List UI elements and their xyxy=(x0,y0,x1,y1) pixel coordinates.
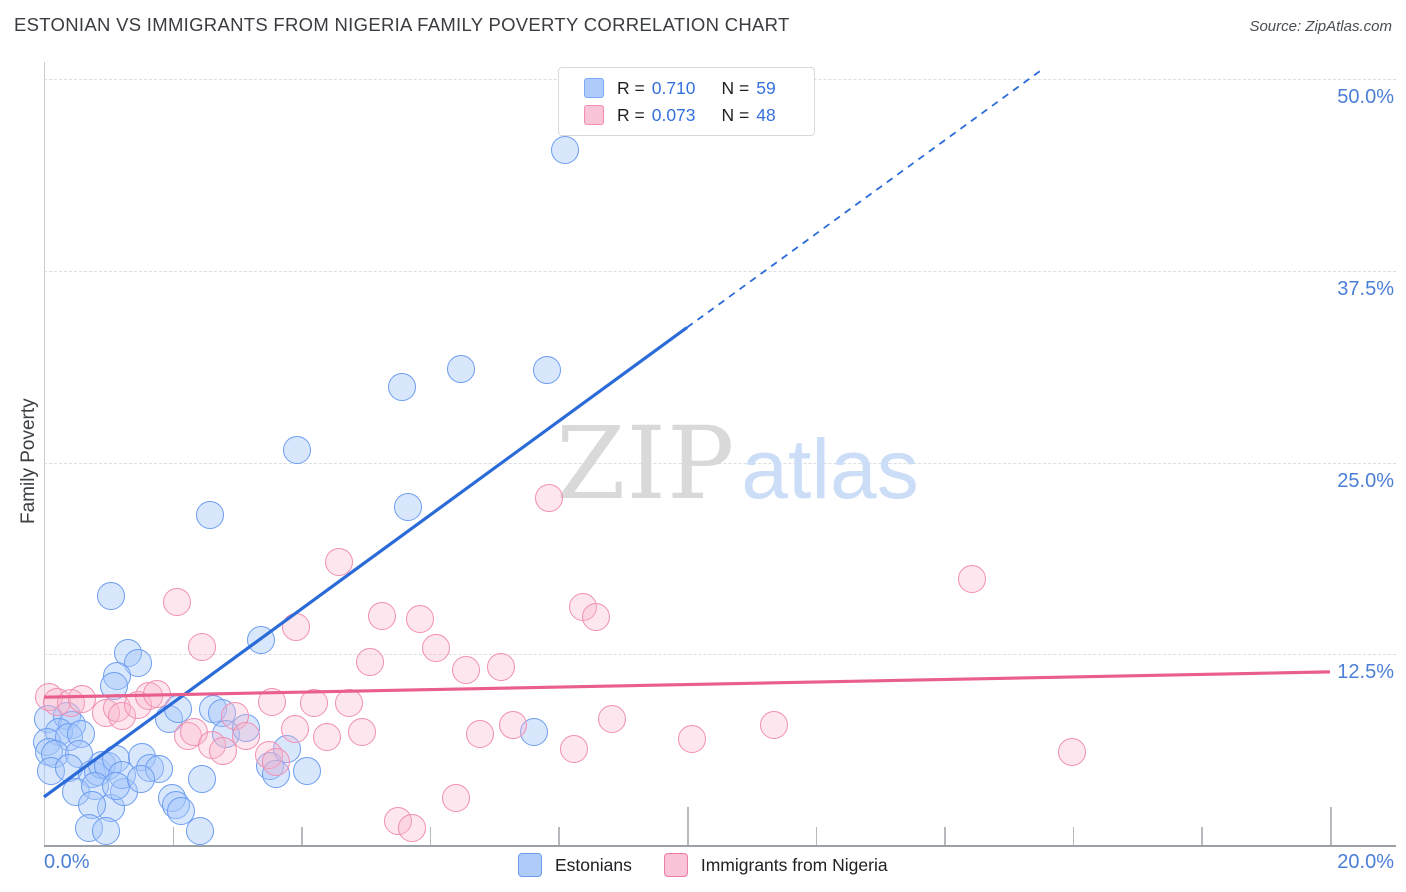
scatter-point-s1 xyxy=(582,603,611,632)
r-value: 0.073 xyxy=(651,104,696,125)
estonians-swatch-icon xyxy=(584,78,604,98)
n-label: N = xyxy=(721,104,750,125)
scatter-point-s0 xyxy=(195,500,224,529)
r-value: 0.710 xyxy=(651,77,696,98)
scatter-point-s1 xyxy=(597,704,626,733)
legend-label: Immigrants from Nigeria xyxy=(700,854,888,875)
gridline-37.5 xyxy=(44,270,1396,272)
scatter-point-s1 xyxy=(231,721,260,750)
r-label: R = xyxy=(617,77,645,98)
scatter-point-s1 xyxy=(300,689,329,718)
scatter-point-s1 xyxy=(559,735,588,764)
scatter-point-s1 xyxy=(441,784,470,813)
scatter-point-s1 xyxy=(397,813,426,842)
scatter-point-s1 xyxy=(498,710,527,739)
scatter-point-s0 xyxy=(96,581,125,610)
scatter-point-s0 xyxy=(185,816,214,845)
scatter-point-s0 xyxy=(91,816,120,845)
legend-item-nigeria: Immigrants from Nigeria xyxy=(663,853,888,877)
chart-title: ESTONIAN VS IMMIGRANTS FROM NIGERIA FAMI… xyxy=(14,14,790,35)
scatter-point-s0 xyxy=(393,492,422,521)
gridline-12.5 xyxy=(44,654,1396,656)
scatter-point-s0 xyxy=(388,373,417,402)
scatter-point-s0 xyxy=(533,356,562,385)
scatter-point-s1 xyxy=(465,720,494,749)
estonians-swatch-icon xyxy=(518,853,542,877)
x-tick xyxy=(172,827,175,845)
y-tick-label: 12.5% xyxy=(1337,661,1394,684)
n-value: 48 xyxy=(756,104,776,125)
legend-label: Estonians xyxy=(555,854,632,875)
x-tick xyxy=(301,827,303,845)
watermark-atlas: atlas xyxy=(741,422,919,516)
trend-line-solid xyxy=(43,670,1331,699)
legend-row-nigeria: R = 0.073 N = 48 xyxy=(584,105,814,126)
scatter-point-s1 xyxy=(367,601,396,630)
x-tick xyxy=(1201,827,1203,845)
y-tick-label: 37.5% xyxy=(1337,277,1394,300)
x-tick xyxy=(815,827,818,845)
scatter-point-s1 xyxy=(282,612,311,641)
x-axis-line xyxy=(44,845,1396,847)
scatter-point-s1 xyxy=(188,632,217,661)
correlation-legend: R = 0.710 N = 59 R = 0.073 N = 48 xyxy=(558,67,815,136)
watermark-zip: ZIP xyxy=(556,405,736,522)
source-attribution: Source: ZipAtlas.com xyxy=(1249,18,1392,35)
x-tick xyxy=(558,827,560,845)
x-tick xyxy=(687,807,689,845)
y-axis-title: Family Poverty xyxy=(18,398,39,524)
scatter-point-s1 xyxy=(163,588,192,617)
n-label: N = xyxy=(721,77,750,98)
scatter-point-s1 xyxy=(280,715,309,744)
legend-item-estonians: Estonians xyxy=(518,853,632,877)
scatter-point-s1 xyxy=(312,723,341,752)
scatter-point-s0 xyxy=(282,436,311,465)
scatter-point-s1 xyxy=(405,604,434,633)
x-tick xyxy=(1072,827,1075,845)
x-tick-label-max: 20.0% xyxy=(1337,851,1394,873)
scatter-point-s1 xyxy=(677,724,706,753)
x-tick xyxy=(429,827,432,845)
scatter-point-s0 xyxy=(292,756,321,785)
scatter-point-s1 xyxy=(325,548,354,577)
r-label: R = xyxy=(617,104,645,125)
scatter-point-s1 xyxy=(760,710,789,739)
x-tick xyxy=(944,827,946,845)
scatter-point-s1 xyxy=(334,689,363,718)
scatter-point-s0 xyxy=(246,626,275,655)
scatter-point-s1 xyxy=(421,634,450,663)
scatter-point-s0 xyxy=(551,135,580,164)
scatter-point-s1 xyxy=(486,652,515,681)
scatter-point-s1 xyxy=(356,647,384,676)
scatter-point-s1 xyxy=(347,718,376,747)
scatter-point-s1 xyxy=(257,687,286,716)
nigeria-swatch-icon xyxy=(584,105,604,125)
scatter-point-s1 xyxy=(262,747,291,776)
y-tick-label: 50.0% xyxy=(1337,86,1394,108)
scatter-point-s0 xyxy=(188,764,217,793)
x-tick-label-min: 0.0% xyxy=(44,851,90,873)
scatter-point-s1 xyxy=(534,483,563,512)
series-legend: Estonians Immigrants from Nigeria xyxy=(518,853,888,877)
y-tick-label: 25.0% xyxy=(1337,469,1394,492)
scatter-point-s1 xyxy=(1057,738,1086,767)
n-value: 59 xyxy=(756,77,776,98)
zipatlas-watermark: ZIPatlas xyxy=(556,414,919,514)
scatter-point-s0 xyxy=(102,772,131,801)
legend-row-estonians: R = 0.710 N = 59 xyxy=(584,78,814,99)
gridline-25 xyxy=(44,462,1396,464)
x-tick xyxy=(1330,807,1332,845)
scatter-point-s1 xyxy=(957,565,986,594)
nigeria-swatch-icon xyxy=(663,853,688,877)
scatter-point-s0 xyxy=(446,354,475,383)
scatter-point-s0 xyxy=(127,764,156,793)
scatter-point-s1 xyxy=(452,655,481,684)
